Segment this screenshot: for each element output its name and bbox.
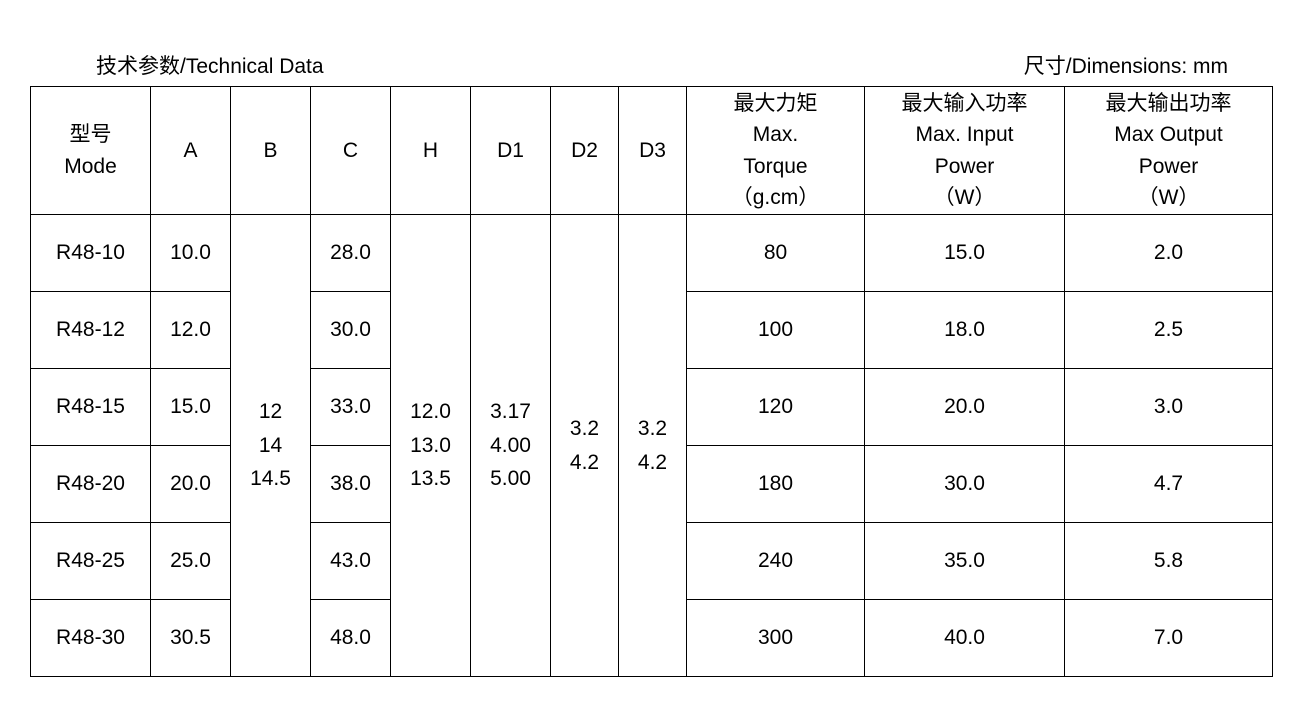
header-output: 最大输出功率 Max Output Power （W） [1065,87,1273,215]
b-val: 14.5 [231,462,310,496]
d3-val: 4.2 [619,446,686,480]
cell-output: 4.7 [1065,446,1273,523]
h-val: 12.0 [391,395,470,429]
b-val: 12 [231,395,310,429]
d1-val: 3.17 [471,395,550,429]
header-output-cn: 最大输出功率 [1065,88,1272,120]
caption-row: 技术参数/Technical Data 尺寸/Dimensions: mm [30,50,1272,80]
header-input: 最大输入功率 Max. Input Power （W） [865,87,1065,215]
cell-torque: 100 [687,292,865,369]
cell-a: 10.0 [151,215,231,292]
header-d1: D1 [471,87,551,215]
header-d2: D2 [551,87,619,215]
header-mode-en: Mode [31,151,150,183]
cell-output: 2.0 [1065,215,1273,292]
header-mode-cn: 型号 [31,119,150,151]
cell-input: 18.0 [865,292,1065,369]
header-output-en1: Max Output [1065,119,1272,151]
cell-a: 15.0 [151,369,231,446]
cell-h-merged: 12.0 13.0 13.5 [391,215,471,677]
cell-mode: R48-30 [31,600,151,677]
cell-mode: R48-25 [31,523,151,600]
cell-mode: R48-12 [31,292,151,369]
b-val: 14 [231,429,310,463]
cell-output: 7.0 [1065,600,1273,677]
cell-torque: 300 [687,600,865,677]
h-val: 13.0 [391,429,470,463]
caption-right: 尺寸/Dimensions: mm [1024,50,1268,80]
technical-data-table: 型号 Mode A B C H D1 D2 D3 最大力矩 Max. Torqu… [30,86,1273,677]
header-torque: 最大力矩 Max. Torque （g.cm） [687,87,865,215]
cell-torque: 240 [687,523,865,600]
header-torque-en1: Max. [687,119,864,151]
header-torque-en2: Torque [687,151,864,183]
cell-d1-merged: 3.17 4.00 5.00 [471,215,551,677]
cell-d2-merged: 3.2 4.2 [551,215,619,677]
cell-output: 5.8 [1065,523,1273,600]
cell-output: 3.0 [1065,369,1273,446]
cell-a: 25.0 [151,523,231,600]
cell-input: 15.0 [865,215,1065,292]
cell-mode: R48-20 [31,446,151,523]
technical-data-panel: 技术参数/Technical Data 尺寸/Dimensions: mm 型号… [30,50,1272,677]
header-output-unit: （W） [1065,182,1272,214]
d1-val: 5.00 [471,462,550,496]
cell-c: 38.0 [311,446,391,523]
header-a: A [151,87,231,215]
header-h: H [391,87,471,215]
d3-val: 3.2 [619,412,686,446]
header-row: 型号 Mode A B C H D1 D2 D3 最大力矩 Max. Torqu… [31,87,1273,215]
cell-mode: R48-15 [31,369,151,446]
cell-output: 2.5 [1065,292,1273,369]
header-torque-cn: 最大力矩 [687,88,864,120]
cell-c: 33.0 [311,369,391,446]
header-input-en2: Power [865,151,1064,183]
cell-c: 48.0 [311,600,391,677]
cell-input: 20.0 [865,369,1065,446]
header-torque-unit: （g.cm） [687,182,864,214]
header-c: C [311,87,391,215]
header-input-unit: （W） [865,182,1064,214]
cell-a: 12.0 [151,292,231,369]
cell-b-merged: 12 14 14.5 [231,215,311,677]
header-input-cn: 最大输入功率 [865,88,1064,120]
cell-input: 30.0 [865,446,1065,523]
header-output-en2: Power [1065,151,1272,183]
cell-c: 30.0 [311,292,391,369]
cell-torque: 180 [687,446,865,523]
cell-input: 40.0 [865,600,1065,677]
d2-val: 3.2 [551,412,618,446]
header-b: B [231,87,311,215]
cell-input: 35.0 [865,523,1065,600]
cell-mode: R48-10 [31,215,151,292]
header-d3: D3 [619,87,687,215]
d2-val: 4.2 [551,446,618,480]
cell-torque: 80 [687,215,865,292]
d1-val: 4.00 [471,429,550,463]
h-val: 13.5 [391,462,470,496]
cell-c: 43.0 [311,523,391,600]
caption-left: 技术参数/Technical Data [34,50,324,80]
table-row: R48-10 10.0 12 14 14.5 28.0 12.0 13.0 13… [31,215,1273,292]
header-mode: 型号 Mode [31,87,151,215]
cell-torque: 120 [687,369,865,446]
cell-a: 30.5 [151,600,231,677]
header-input-en1: Max. Input [865,119,1064,151]
cell-a: 20.0 [151,446,231,523]
cell-c: 28.0 [311,215,391,292]
cell-d3-merged: 3.2 4.2 [619,215,687,677]
